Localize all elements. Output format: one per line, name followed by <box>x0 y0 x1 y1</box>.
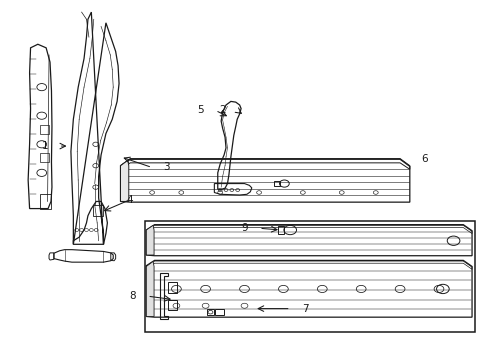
Text: 2: 2 <box>219 105 225 115</box>
Bar <box>273 181 280 186</box>
Bar <box>40 194 51 208</box>
Bar <box>206 309 214 315</box>
Text: 9: 9 <box>241 223 247 233</box>
Bar <box>215 309 224 315</box>
Text: 8: 8 <box>129 291 136 301</box>
Polygon shape <box>146 225 154 255</box>
Bar <box>167 282 177 293</box>
Text: 7: 7 <box>302 303 308 314</box>
Bar <box>40 153 49 162</box>
Text: 3: 3 <box>163 162 170 172</box>
Bar <box>93 205 102 216</box>
Text: 4: 4 <box>127 195 133 204</box>
Bar <box>144 221 474 332</box>
Text: 5: 5 <box>197 105 203 115</box>
Polygon shape <box>120 160 128 202</box>
Bar <box>277 226 284 234</box>
Bar <box>40 125 49 134</box>
Polygon shape <box>146 261 154 316</box>
Bar <box>167 300 177 310</box>
Text: 6: 6 <box>420 154 427 163</box>
Text: 1: 1 <box>42 141 48 151</box>
